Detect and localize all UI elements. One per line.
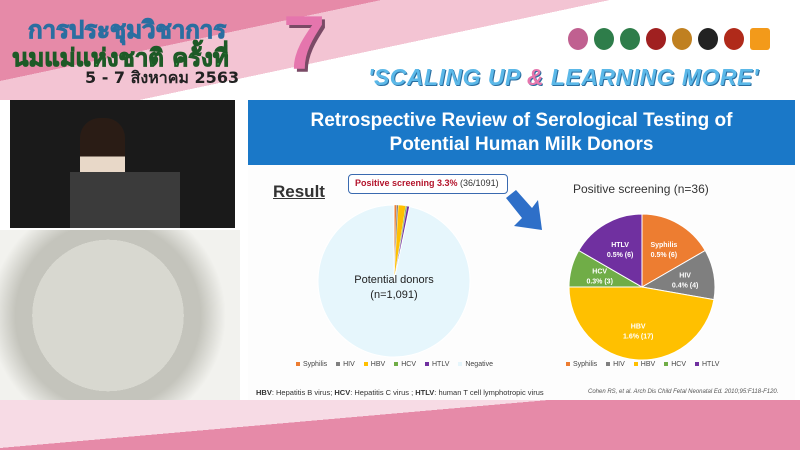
- legend-swatch: [336, 362, 341, 367]
- positive-pie: Syphilis 0.5% (6) HIV 0.4% (4) HBV 1.6% (17) H…: [568, 213, 716, 361]
- presentation-slide: Retrospective Review of Serological Test…: [248, 100, 795, 400]
- logo-icon: [698, 28, 718, 50]
- podium: [70, 172, 180, 228]
- pie-data-label: HIV: [679, 272, 691, 279]
- legend-swatch: [566, 362, 570, 367]
- pie-data-label: HCV: [592, 269, 607, 276]
- legend-swatch: [633, 362, 638, 367]
- conference-header: การประชุมวิชาการ นมแม่แห่งชาติ ครั้งที่ …: [0, 0, 800, 100]
- legend-swatch: [458, 362, 463, 367]
- conference-date: 5 - 7 สิงหาคม 2563: [85, 68, 240, 87]
- citation: Cohen RS, et al. Arch Dis Child Fetal Ne…: [588, 389, 779, 395]
- pie-data-label: 1.6% (17): [623, 334, 653, 341]
- speaker-video: [10, 100, 235, 228]
- donor-pie-legend: Syphilis HIV HBV HCV HTLV Negative: [296, 361, 493, 368]
- slide-title-line1: Retrospective Review of Serological Test…: [310, 110, 733, 131]
- legend-item: Syphilis: [296, 361, 327, 368]
- logo-icon: [672, 28, 692, 50]
- conference-number: 7: [283, 1, 326, 86]
- legend-item: HCV: [394, 361, 416, 368]
- positive-pie-legend: Syphilis HIV HBV HCV HTLV: [566, 361, 719, 368]
- footer-band: [0, 400, 800, 450]
- conference-subtitle-thai: นมแม่แห่งชาติ ครั้งที่: [12, 44, 230, 73]
- logo-icon: [750, 28, 770, 50]
- pie-data-label: 0.5% (6): [651, 252, 677, 259]
- positive-pie-title: Positive screening (n=36): [573, 182, 709, 196]
- legend-swatch: [606, 362, 611, 367]
- legend-item: HCV: [664, 361, 686, 368]
- result-heading: Result: [273, 182, 325, 201]
- pie-data-label: 0.3% (3): [586, 279, 612, 286]
- logo-icon: [646, 28, 666, 50]
- positive-callout: Positive screening 3.3% (36/1091): [348, 174, 508, 194]
- legend-item: HTLV: [694, 361, 719, 368]
- legend-swatch: [424, 362, 429, 367]
- logo-icon: [724, 28, 744, 50]
- logo-icon: [568, 28, 588, 50]
- conference-title-thai: การประชุมวิชาการ: [27, 16, 227, 45]
- legend-item: HIV: [336, 361, 355, 368]
- legend-swatch: [394, 362, 399, 367]
- child-photo-decoration: [0, 230, 240, 420]
- donor-pie: Potential donors (n=1,091): [317, 204, 471, 358]
- legend-swatch: [296, 362, 300, 367]
- pie-data-label: 0.4% (4): [672, 282, 698, 289]
- pie-data-label: 0.5% (6): [607, 252, 633, 259]
- logo-icon: [620, 28, 640, 50]
- arrow-icon: [506, 190, 542, 230]
- legend-swatch: [664, 362, 669, 367]
- pie-slice-hbv: [568, 286, 715, 361]
- sponsor-logos: [568, 28, 770, 50]
- pie-center-label: (n=1,091): [370, 289, 417, 301]
- pie-data-label: HBV: [631, 324, 646, 331]
- legend-item: HBV: [363, 361, 385, 368]
- pie-data-label: Syphilis: [650, 242, 677, 249]
- legend-swatch: [694, 362, 699, 367]
- pie-center-label: Potential donors: [354, 274, 434, 286]
- legend-item: HIV: [606, 361, 625, 368]
- legend-item: HBV: [633, 361, 655, 368]
- pie-slice-negative: [317, 204, 471, 358]
- legend-swatch: [363, 362, 368, 367]
- legend-item: HTLV: [424, 361, 449, 368]
- slide-title: Retrospective Review of Serological Test…: [248, 100, 795, 165]
- abbreviation-footnote: HBV: Hepatitis B virus; HCV: Hepatitis C…: [256, 388, 544, 397]
- legend-item: Negative: [458, 361, 493, 368]
- pie-slice-syphilis: [641, 213, 706, 288]
- slogan: 'SCALING UP & LEARNING MORE': [368, 64, 759, 90]
- pie-data-label: HTLV: [611, 242, 629, 249]
- pie-charts: Potential donors (n=1,091) Syphilis 0.5% (…: [317, 204, 716, 361]
- logo-icon: [594, 28, 614, 50]
- slide-title-line2: Potential Human Milk Donors: [389, 134, 654, 155]
- pie-slice-htlv: [578, 213, 643, 288]
- legend-item: Syphilis: [566, 361, 597, 368]
